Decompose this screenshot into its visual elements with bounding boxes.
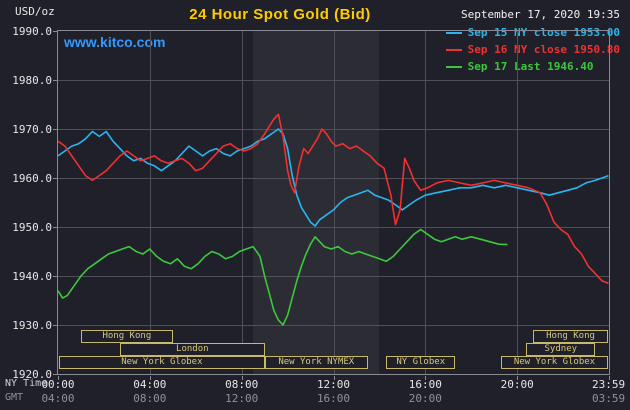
legend-item-sep17: Sep 17 Last 1946.40: [445, 60, 620, 73]
x-axis-label-gmt: 20:00: [408, 392, 442, 405]
x-axis-label-ny: 16:00: [408, 378, 442, 391]
price-line-sep-17: [58, 228, 508, 326]
x-axis-tick: [241, 376, 243, 380]
sep17-line-swatch-icon: [445, 65, 462, 68]
y-axis-tick: [53, 276, 57, 277]
gridline-vertical: [333, 31, 335, 374]
legend: Sep 15 NY close 1953.00 Sep 16 NY close …: [445, 26, 620, 73]
session-box-sydney: Sydney: [526, 343, 596, 356]
gridline-vertical: [149, 31, 151, 374]
session-box-hong-kong: Hong Kong: [80, 330, 173, 343]
y-axis-label: 1970.0: [12, 123, 52, 136]
x-axis-label-gmt: 16:00: [316, 392, 351, 405]
price-line-sep-16: [58, 113, 609, 285]
session-box-new-york-globex: New York Globex: [59, 356, 265, 369]
y-axis-label: 1930.0: [12, 319, 52, 332]
x-axis-tick: [149, 376, 151, 380]
gridline-vertical: [425, 31, 427, 374]
session-box-hong-kong: Hong Kong: [533, 330, 608, 343]
y-axis-tick: [53, 178, 57, 179]
chart-title: 24 Hour Spot Gold (Bid): [189, 6, 371, 23]
x-axis-tick: [333, 376, 335, 380]
session-box-new-york-globex: New York Globex: [501, 356, 608, 369]
x-axis-label-ny: 00:00: [41, 378, 75, 391]
y-axis-label: 1950.0: [12, 221, 52, 234]
x-axis-tick: [608, 376, 610, 380]
x-axis-label-gmt: 03:59: [591, 392, 626, 405]
y-axis-label: 1920.0: [12, 368, 52, 381]
legend-item-sep15: Sep 15 NY close 1953.00: [445, 26, 620, 39]
x-axis-label-gmt: 12:00: [225, 392, 259, 405]
y-axis-label: 1940.0: [12, 270, 52, 283]
x-axis-label-ny: 08:00: [225, 378, 259, 391]
sep15-line-swatch-icon: [445, 31, 462, 34]
x-axis-label-ny: 12:00: [316, 378, 351, 391]
y-axis-tick: [53, 129, 57, 130]
x-axis-tick: [58, 376, 59, 380]
x-axis-label-gmt: 08:00: [133, 392, 167, 405]
y-axis-label: 1980.0: [12, 74, 52, 87]
legend-label-sep15: Sep 15 NY close 1953.00: [467, 26, 620, 39]
gridline-vertical: [241, 31, 243, 374]
y-axis-tick: [53, 31, 57, 32]
gmt-axis-label: GMT: [5, 392, 24, 403]
session-box-ny-globex: NY Globex: [386, 356, 456, 369]
legend-item-sep16: Sep 16 NY close 1950.80: [445, 43, 620, 56]
x-axis-tick: [425, 376, 427, 380]
nymex-session-band: [253, 31, 380, 374]
session-box-london: London: [119, 343, 265, 356]
y-axis-tick: [53, 227, 57, 228]
legend-label-sep16: Sep 16 NY close 1950.80: [467, 43, 620, 56]
session-box-new-york-nymex: New York NYMEX: [264, 356, 368, 369]
x-axis-label-ny: 04:00: [133, 378, 167, 391]
x-axis-tick: [517, 376, 519, 380]
y-axis-tick: [53, 325, 57, 326]
y-axis-tick: [53, 374, 57, 375]
plot-area: Hong Kong London New York Globex New York N…: [57, 30, 610, 375]
x-axis-label-gmt: 04:00: [41, 392, 75, 405]
chart-datetime: September 17, 2020 19:35: [461, 8, 620, 21]
sep16-line-swatch-icon: [445, 48, 462, 51]
x-axis-label-ny: 20:00: [500, 378, 534, 391]
price-lines: [58, 113, 609, 326]
y-axis-tick: [53, 80, 57, 81]
x-axis-label-ny: 23:59: [591, 378, 626, 391]
legend-label-sep17: Sep 17 Last 1946.40: [467, 60, 594, 73]
y-axis-label: 1990.0: [12, 25, 52, 38]
y-axis-unit-label: USD/oz: [15, 5, 55, 18]
gridline-vertical: [517, 31, 519, 374]
kitco-link[interactable]: www.kitco.com: [64, 34, 166, 50]
ny-time-axis-label: NY Time: [5, 378, 48, 389]
y-axis-label: 1960.0: [12, 172, 52, 185]
